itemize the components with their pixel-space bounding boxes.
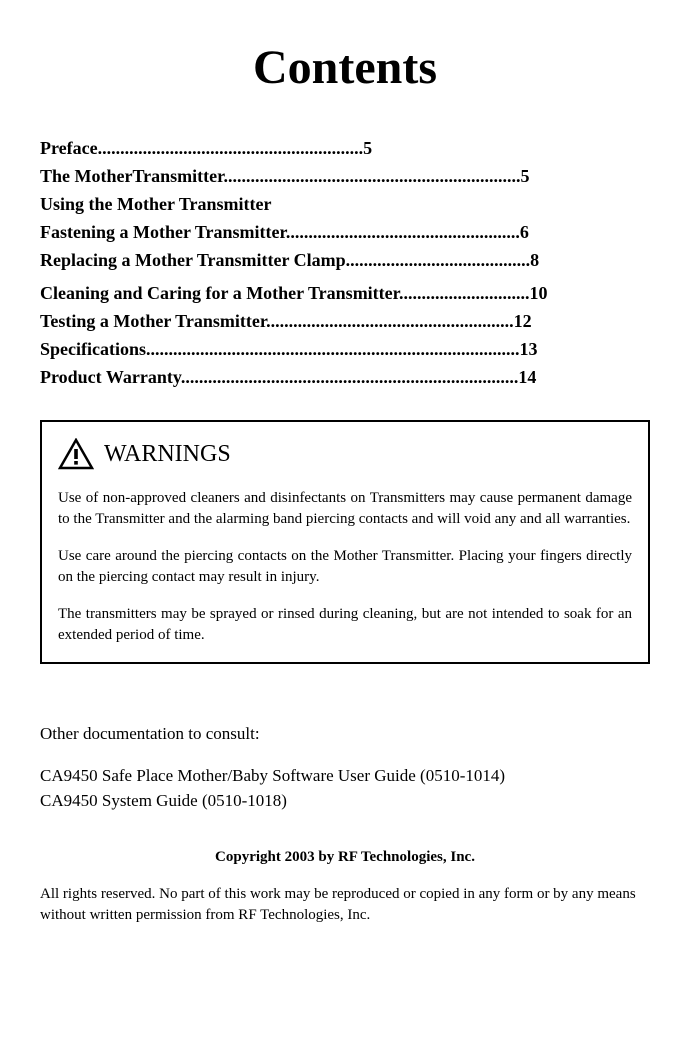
toc-item: Product Warranty........................… xyxy=(40,364,650,392)
doc-reference: CA9450 Safe Place Mother/Baby Software U… xyxy=(40,764,650,789)
warnings-box: WARNINGS Use of non-approved cleaners an… xyxy=(40,420,650,664)
rights-reserved: All rights reserved. No part of this wor… xyxy=(40,884,650,926)
warnings-title: WARNINGS xyxy=(104,441,231,468)
page-title: Contents xyxy=(40,40,650,95)
toc-item: The MotherTransmitter...................… xyxy=(40,163,650,191)
other-docs-section: Other documentation to consult: CA9450 S… xyxy=(40,724,650,813)
warning-paragraph: Use care around the piercing contacts on… xyxy=(58,546,632,588)
toc-item: Fastening a Mother Transmitter..........… xyxy=(40,219,650,247)
table-of-contents: Preface.................................… xyxy=(40,135,650,392)
warning-paragraph: Use of non-approved cleaners and disinfe… xyxy=(58,488,632,530)
other-docs-heading: Other documentation to consult: xyxy=(40,724,650,744)
warning-paragraph: The transmitters may be sprayed or rinse… xyxy=(58,604,632,646)
toc-item: Specifications..........................… xyxy=(40,336,650,364)
toc-item: Using the Mother Transmitter xyxy=(40,191,650,219)
toc-item: Cleaning and Caring for a Mother Transmi… xyxy=(40,280,650,308)
warning-triangle-icon xyxy=(58,438,94,470)
copyright-line: Copyright 2003 by RF Technologies, Inc. xyxy=(40,849,650,866)
warnings-header: WARNINGS xyxy=(58,438,632,470)
doc-reference: CA9450 System Guide (0510-1018) xyxy=(40,789,650,814)
toc-item: Replacing a Mother Transmitter Clamp....… xyxy=(40,247,650,275)
toc-item: Testing a Mother Transmitter............… xyxy=(40,308,650,336)
toc-item: Preface.................................… xyxy=(40,135,650,163)
